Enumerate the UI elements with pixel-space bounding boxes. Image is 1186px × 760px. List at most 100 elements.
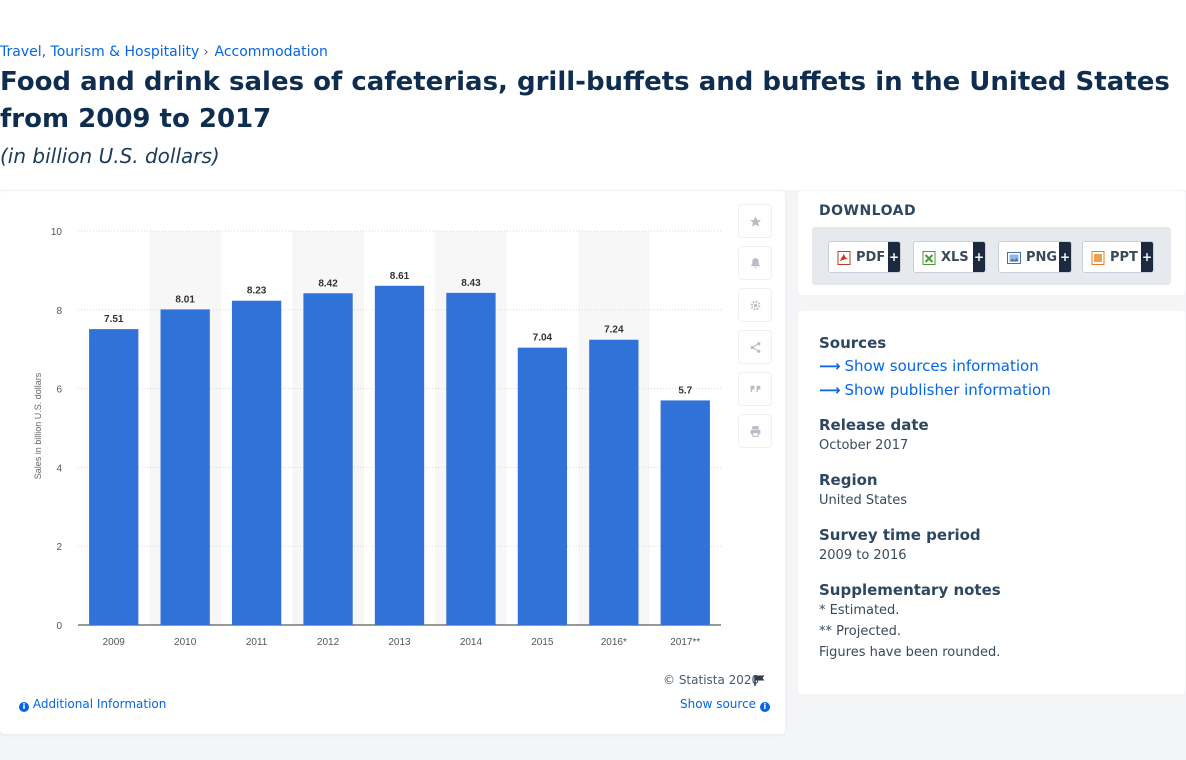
bar-value-label: 8.61 [390, 271, 410, 282]
page-subtitle: (in billion U.S. dollars) [0, 144, 220, 168]
bar-value-label: 8.43 [461, 278, 481, 289]
show-sources-link[interactable]: ⟶ Show sources information [819, 357, 1039, 375]
pdf-file-icon [837, 251, 851, 265]
favorite-button[interactable] [738, 204, 772, 238]
download-ppt-plus[interactable]: + [1141, 242, 1153, 272]
x-tick-label: 2017** [670, 637, 700, 648]
y-tick-label: 10 [51, 227, 63, 238]
bar-value-label: 5.7 [678, 385, 692, 396]
download-xls-label: XLS [941, 250, 969, 265]
notification-button[interactable] [738, 246, 772, 280]
bar[interactable] [517, 347, 568, 625]
share-icon [750, 341, 760, 353]
bar[interactable] [89, 329, 139, 625]
supplementary-note: * Estimated. [819, 603, 900, 618]
show-sources-label: Show sources information [844, 357, 1039, 375]
share-button[interactable] [738, 330, 772, 364]
additional-information-label: Additional Information [32, 697, 167, 711]
region-heading: Region [819, 471, 878, 489]
cite-button[interactable] [738, 372, 772, 406]
x-tick-label: 2009 [103, 637, 126, 648]
bar-value-label: 8.01 [175, 294, 195, 305]
release-date-heading: Release date [819, 416, 929, 434]
x-tick-label: 2013 [388, 637, 411, 648]
chart-card: 0 2 4 6 8 10 Sales in billion U.S. dollars 7.51… [0, 191, 785, 734]
supplementary-notes-heading: Supplementary notes [819, 581, 1001, 599]
bar-value-label: 7.51 [104, 314, 124, 325]
x-tick-label: 2016* [601, 637, 627, 648]
show-source-label: Show source [680, 697, 757, 711]
y-tick-label: 6 [56, 385, 62, 396]
y-tick-label: 4 [56, 463, 62, 474]
print-button[interactable] [738, 414, 772, 448]
star-icon [749, 215, 761, 227]
x-tick-label: 2014 [460, 637, 483, 648]
download-pdf-plus[interactable]: + [888, 242, 900, 272]
page-title: Food and drink sales of cafeterias, gril… [0, 67, 1170, 134]
top-bar [0, 0, 1186, 40]
sources-heading: Sources [819, 334, 887, 352]
settings-button[interactable] [738, 288, 772, 322]
supplementary-note: Figures have been rounded. [819, 645, 1001, 660]
bar-value-label: 7.04 [533, 333, 553, 344]
xls-file-icon [922, 251, 936, 265]
download-bar: PDF + XLS + PNG + PPT + [812, 227, 1171, 285]
png-file-icon [1007, 252, 1021, 264]
y-tick-label: 8 [56, 306, 62, 317]
bell-icon [750, 257, 760, 268]
download-png-button[interactable]: PNG + [998, 241, 1072, 273]
bar[interactable] [589, 339, 639, 625]
gear-icon [750, 300, 760, 310]
bar[interactable] [231, 300, 282, 625]
info-icon: i [759, 702, 770, 712]
chart-copyright: © Statista 2020 [663, 673, 760, 687]
y-tick-label: 0 [56, 621, 62, 632]
download-pdf-button[interactable]: PDF + [828, 241, 901, 273]
breadcrumb-category-link[interactable]: Travel, Tourism & Hospitality [0, 44, 200, 60]
download-xls-plus[interactable]: + [973, 242, 985, 272]
page-header [0, 40, 1186, 190]
x-tick-label: 2015 [531, 637, 554, 648]
quote-icon [750, 385, 760, 392]
supplementary-note: ** Projected. [819, 624, 901, 639]
bar-value-label: 8.42 [318, 278, 338, 289]
download-card: DOWNLOAD PDF + XLS + PNG + PPT + [798, 191, 1185, 295]
flag-icon[interactable] [754, 675, 766, 686]
x-tick-label: 2012 [317, 637, 340, 648]
y-axis-label: Sales in billion U.S. dollars [33, 372, 43, 479]
additional-information-link[interactable]: i Additional Information [19, 697, 166, 712]
bar[interactable] [374, 285, 425, 625]
x-tick-label: 2011 [246, 637, 268, 648]
print-icon [750, 425, 760, 437]
region-value: United States [819, 493, 908, 508]
show-source-link[interactable]: Show source i [680, 697, 770, 712]
bar[interactable] [660, 400, 710, 625]
download-xls-button[interactable]: XLS + [913, 241, 986, 273]
download-ppt-label: PPT [1110, 250, 1138, 265]
breadcrumb-subcategory-link[interactable]: Accommodation [214, 44, 328, 60]
show-publisher-label: Show publisher information [844, 381, 1051, 399]
bar-chart: 0 2 4 6 8 10 Sales in billion U.S. dollars 7.51… [33, 227, 721, 648]
survey-period-value: 2009 to 2016 [819, 548, 907, 563]
bar[interactable] [160, 309, 210, 625]
bar-value-label: 8.23 [247, 286, 267, 297]
show-publisher-link[interactable]: ⟶ Show publisher information [819, 381, 1051, 399]
download-title: DOWNLOAD [819, 203, 917, 219]
x-tick-label: 2010 [174, 637, 197, 648]
arrow-right-icon: ⟶ [819, 357, 841, 375]
survey-period-heading: Survey time period [819, 526, 981, 544]
info-icon: i [19, 702, 29, 712]
arrow-right-icon: ⟶ [819, 381, 841, 399]
statistic-info-card: Sources ⟶ Show sources information ⟶ Show … [798, 311, 1185, 694]
ppt-file-icon [1091, 251, 1105, 265]
bar[interactable] [446, 292, 496, 625]
bar-value-label: 7.24 [604, 325, 624, 336]
chart-tools [738, 204, 772, 456]
breadcrumb: Travel, Tourism & Hospitality › Accommodat… [0, 44, 328, 60]
download-pdf-label: PDF [856, 250, 886, 265]
download-png-plus[interactable]: + [1059, 242, 1071, 272]
download-ppt-button[interactable]: PPT + [1082, 241, 1154, 273]
bar[interactable] [303, 293, 353, 625]
release-date-value: October 2017 [819, 438, 909, 453]
breadcrumb-separator: › [203, 45, 209, 60]
